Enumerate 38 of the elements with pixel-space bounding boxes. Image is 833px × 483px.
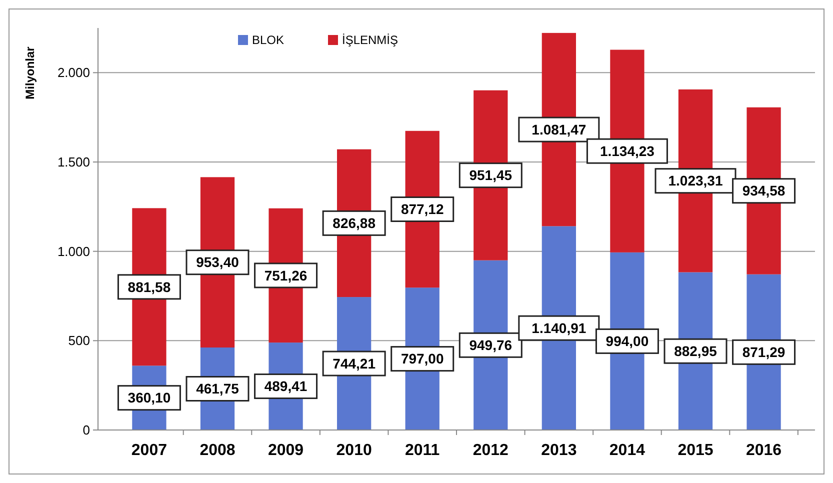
legend-label: İŞLENMİŞ [342, 33, 398, 48]
y-tick-label: 0 [82, 422, 90, 438]
y-tick-label: 1.000 [57, 244, 90, 259]
data-label: 951,45 [469, 167, 512, 184]
x-tick-label: 2016 [746, 442, 782, 459]
data-label: 877,12 [400, 201, 444, 218]
y-tick-label: 1.500 [57, 154, 90, 170]
data-label: 1.134,23 [600, 142, 655, 159]
data-label: 489,41 [264, 378, 308, 394]
x-tick-label: 2007 [131, 442, 168, 459]
data-label: 797,00 [400, 350, 444, 367]
y-tick-label: 500 [68, 333, 90, 348]
legend-label: BLOK [252, 33, 284, 48]
data-label: 934,58 [742, 182, 786, 199]
x-tick-label: 2009 [268, 442, 304, 459]
y-tick-label: 2.000 [57, 65, 90, 80]
y-axis-title: Milyonlar [23, 46, 37, 100]
data-label: 949,76 [469, 337, 512, 354]
data-label: 882,95 [674, 343, 718, 360]
data-label: 744,21 [332, 355, 376, 372]
data-label: 871,29 [742, 344, 786, 360]
data-label: 1.140,91 [532, 320, 586, 336]
x-tick-label: 2011 [405, 442, 440, 459]
x-tick-label: 2013 [541, 442, 577, 459]
x-tick-label: 2012 [472, 442, 509, 459]
data-label: 1.023,31 [668, 172, 723, 189]
x-tick-label: 2015 [678, 442, 714, 459]
data-label: 751,26 [264, 267, 308, 284]
data-label: 461,75 [196, 380, 240, 397]
x-tick-label: 2010 [336, 442, 372, 459]
data-label: 881,58 [128, 278, 171, 295]
x-tick-label: 2008 [200, 442, 236, 459]
data-label: 1.081,47 [532, 121, 586, 138]
x-tick-label: 2014 [609, 442, 646, 459]
data-label: 953,40 [196, 254, 240, 270]
data-label: 826,88 [332, 215, 376, 232]
data-label: 360,10 [128, 390, 171, 406]
data-label: 994,00 [606, 333, 649, 350]
